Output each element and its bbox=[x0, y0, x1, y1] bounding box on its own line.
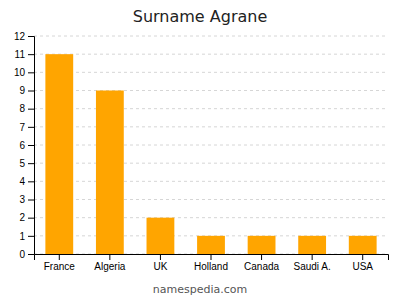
grid bbox=[34, 36, 388, 254]
tick-mark bbox=[109, 254, 110, 260]
tick-mark bbox=[312, 254, 313, 260]
tick-label: 12 bbox=[14, 31, 26, 42]
tick-mark bbox=[59, 254, 60, 260]
tick-label: 1 bbox=[19, 231, 25, 242]
grid-line bbox=[34, 72, 388, 73]
bar bbox=[349, 236, 377, 254]
tick: 12 bbox=[14, 31, 34, 42]
tick: 6 bbox=[19, 140, 34, 151]
tick: 0 bbox=[19, 249, 34, 260]
bar bbox=[45, 54, 73, 254]
tick-label: 11 bbox=[15, 49, 26, 60]
tick-mark bbox=[28, 127, 34, 128]
tick-label: Canada bbox=[244, 261, 279, 272]
tick-label: 9 bbox=[19, 85, 25, 96]
axis-line bbox=[35, 255, 389, 261]
tick-mark bbox=[28, 145, 34, 146]
grid-line bbox=[34, 181, 388, 182]
tick-mark bbox=[160, 254, 161, 260]
bar bbox=[96, 91, 124, 255]
tick-mark bbox=[28, 254, 34, 255]
tick: Algeria bbox=[94, 254, 126, 272]
tick: 2 bbox=[19, 212, 34, 223]
tick: 11 bbox=[15, 49, 34, 60]
tick: UK bbox=[153, 254, 167, 272]
bar bbox=[248, 236, 276, 254]
tick-label: 4 bbox=[19, 176, 25, 187]
grid-line bbox=[34, 54, 388, 55]
tick-mark bbox=[28, 72, 34, 73]
tick-label: 2 bbox=[19, 212, 25, 223]
title: Surname Agrane bbox=[133, 7, 268, 26]
tick-mark bbox=[28, 54, 34, 55]
tick: USA bbox=[352, 254, 373, 272]
tick-label: 6 bbox=[19, 140, 25, 151]
tick-mark bbox=[28, 163, 34, 164]
tick-mark bbox=[28, 36, 34, 37]
tick-label: France bbox=[44, 261, 76, 272]
tick-mark bbox=[28, 109, 34, 110]
grid-line bbox=[34, 217, 388, 218]
tick: Saudi A. bbox=[294, 254, 331, 272]
grid-line bbox=[34, 36, 388, 37]
y-axis: 0123456789101112 bbox=[14, 31, 35, 260]
tick: France bbox=[44, 254, 76, 272]
grid-line bbox=[34, 108, 388, 109]
tick-mark bbox=[28, 218, 34, 219]
grid-line bbox=[34, 90, 388, 91]
tick-mark bbox=[261, 254, 262, 260]
tick: 5 bbox=[19, 158, 34, 169]
tick-mark bbox=[28, 236, 34, 237]
tick-label: USA bbox=[352, 261, 373, 272]
tick-label: 10 bbox=[14, 67, 26, 78]
tick: 3 bbox=[19, 194, 34, 205]
tick: 7 bbox=[19, 122, 34, 133]
grid-line bbox=[34, 126, 388, 127]
tick-mark bbox=[211, 254, 212, 260]
tick: 8 bbox=[19, 103, 34, 114]
tick-label: 5 bbox=[19, 158, 25, 169]
tick-label: Algeria bbox=[94, 261, 126, 272]
tick-label: 7 bbox=[19, 122, 25, 133]
tick: Canada bbox=[244, 254, 279, 272]
tick-label: Holland bbox=[194, 261, 228, 272]
x-axis: France Algeria UK Holland Canada Saudi A. USA bbox=[35, 254, 389, 272]
bars bbox=[45, 54, 376, 254]
grid-line bbox=[34, 145, 388, 146]
tick: 10 bbox=[14, 67, 34, 78]
bar bbox=[197, 236, 225, 254]
tick-label: Saudi A. bbox=[294, 261, 331, 272]
bar bbox=[298, 236, 326, 254]
tick: 9 bbox=[19, 85, 34, 96]
chart: 0123456789101112FranceAlgeriaUKHollandCa… bbox=[0, 0, 400, 300]
grid-line bbox=[34, 163, 388, 164]
tick-mark bbox=[362, 254, 363, 260]
tick-label: 8 bbox=[19, 103, 25, 114]
bar bbox=[147, 218, 175, 254]
grid-line bbox=[34, 199, 388, 200]
tick-mark bbox=[28, 91, 34, 92]
tick-mark bbox=[28, 181, 34, 182]
axis-line bbox=[28, 37, 35, 255]
tick: Holland bbox=[194, 254, 228, 272]
tick-label: 3 bbox=[19, 194, 25, 205]
tick: 4 bbox=[19, 176, 34, 187]
tick-mark bbox=[28, 200, 34, 201]
tick-label: 0 bbox=[19, 249, 25, 260]
footer: namespedia.com bbox=[153, 283, 247, 296]
tick: 1 bbox=[19, 231, 34, 242]
tick-label: UK bbox=[153, 261, 167, 272]
